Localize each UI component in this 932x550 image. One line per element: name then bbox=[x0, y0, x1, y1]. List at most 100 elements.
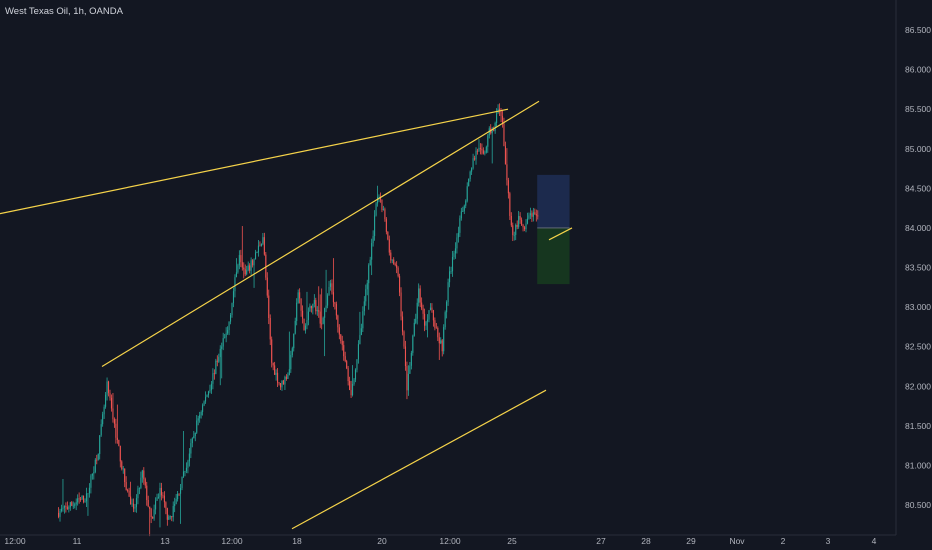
candle bbox=[528, 212, 530, 220]
candle bbox=[262, 233, 264, 246]
candle bbox=[357, 340, 359, 364]
candle bbox=[352, 365, 354, 397]
candle bbox=[476, 148, 479, 155]
candle bbox=[419, 285, 421, 308]
candle bbox=[110, 394, 113, 412]
candle bbox=[191, 437, 193, 448]
candle bbox=[103, 404, 105, 419]
candle bbox=[130, 481, 132, 505]
candle bbox=[257, 239, 260, 257]
candle bbox=[218, 353, 220, 363]
candle bbox=[521, 217, 523, 226]
candle bbox=[125, 476, 127, 491]
candle bbox=[235, 258, 237, 278]
candle bbox=[275, 369, 277, 381]
candle bbox=[249, 263, 251, 274]
candle bbox=[434, 317, 436, 331]
candle bbox=[296, 298, 298, 326]
candle bbox=[513, 231, 515, 241]
candle bbox=[138, 487, 140, 495]
trendline[interactable] bbox=[291, 389, 547, 530]
candle bbox=[309, 303, 311, 312]
candle bbox=[132, 498, 135, 513]
trendline[interactable] bbox=[0, 108, 509, 215]
candle bbox=[343, 340, 345, 361]
price-tick: 82.000 bbox=[905, 381, 931, 391]
candle bbox=[456, 233, 458, 254]
candle bbox=[74, 502, 76, 509]
candle bbox=[474, 155, 476, 161]
candle bbox=[294, 317, 296, 335]
candle bbox=[231, 302, 233, 318]
candle bbox=[440, 337, 442, 345]
candle bbox=[499, 103, 501, 116]
candle bbox=[219, 345, 221, 386]
position-zones bbox=[537, 174, 570, 285]
candle bbox=[328, 280, 330, 296]
candle bbox=[134, 504, 136, 513]
candle bbox=[472, 153, 474, 170]
candle bbox=[269, 314, 271, 346]
candle bbox=[368, 263, 370, 310]
candle bbox=[313, 294, 315, 308]
trendlines bbox=[0, 100, 573, 530]
candle bbox=[185, 462, 187, 474]
candle bbox=[116, 404, 118, 444]
candle bbox=[396, 261, 398, 274]
candle bbox=[410, 350, 412, 370]
candle bbox=[178, 493, 180, 496]
candle bbox=[344, 351, 346, 363]
candle bbox=[144, 477, 146, 489]
time-tick: 12:00 bbox=[4, 536, 26, 546]
candle bbox=[293, 333, 295, 352]
price-tick: 81.500 bbox=[905, 421, 931, 431]
candle bbox=[157, 493, 160, 499]
candle bbox=[376, 185, 379, 207]
candle bbox=[422, 304, 424, 320]
candle bbox=[188, 448, 190, 467]
candle bbox=[412, 334, 414, 356]
candle bbox=[106, 377, 108, 401]
candle bbox=[187, 459, 189, 474]
candle bbox=[238, 250, 240, 270]
candle bbox=[91, 473, 93, 480]
candle bbox=[393, 257, 395, 265]
time-axis: 12:00 11 13 12:00 18 20 12:00 25 27 28 29 Nov 2 3 4 bbox=[4, 536, 876, 546]
candle bbox=[212, 368, 214, 390]
candle bbox=[504, 141, 506, 165]
candle bbox=[432, 309, 434, 327]
candle bbox=[404, 340, 407, 371]
candle bbox=[196, 415, 198, 434]
candle bbox=[475, 147, 477, 165]
candle bbox=[246, 265, 248, 276]
candle bbox=[347, 365, 349, 386]
candle bbox=[229, 313, 232, 325]
time-tick: 27 bbox=[596, 536, 606, 546]
trendline[interactable] bbox=[548, 227, 573, 241]
candle bbox=[466, 182, 468, 203]
candle bbox=[174, 497, 176, 513]
candle bbox=[316, 306, 318, 316]
candle bbox=[141, 469, 143, 483]
candle bbox=[409, 361, 411, 374]
candle bbox=[124, 468, 126, 488]
time-tick: 12:00 bbox=[221, 536, 243, 546]
candle bbox=[365, 284, 367, 306]
candle bbox=[374, 210, 376, 241]
candle bbox=[140, 471, 142, 490]
candle bbox=[274, 361, 276, 375]
candle bbox=[460, 207, 462, 221]
candle bbox=[437, 326, 439, 342]
candles bbox=[58, 103, 539, 537]
target-zone bbox=[537, 174, 570, 228]
candle bbox=[462, 206, 464, 213]
candle bbox=[369, 256, 371, 266]
candle bbox=[306, 291, 308, 330]
candle bbox=[250, 257, 252, 275]
trendline[interactable] bbox=[101, 100, 540, 367]
candle bbox=[122, 465, 124, 474]
candle bbox=[507, 177, 509, 199]
candle bbox=[66, 501, 68, 510]
candle bbox=[96, 454, 98, 465]
